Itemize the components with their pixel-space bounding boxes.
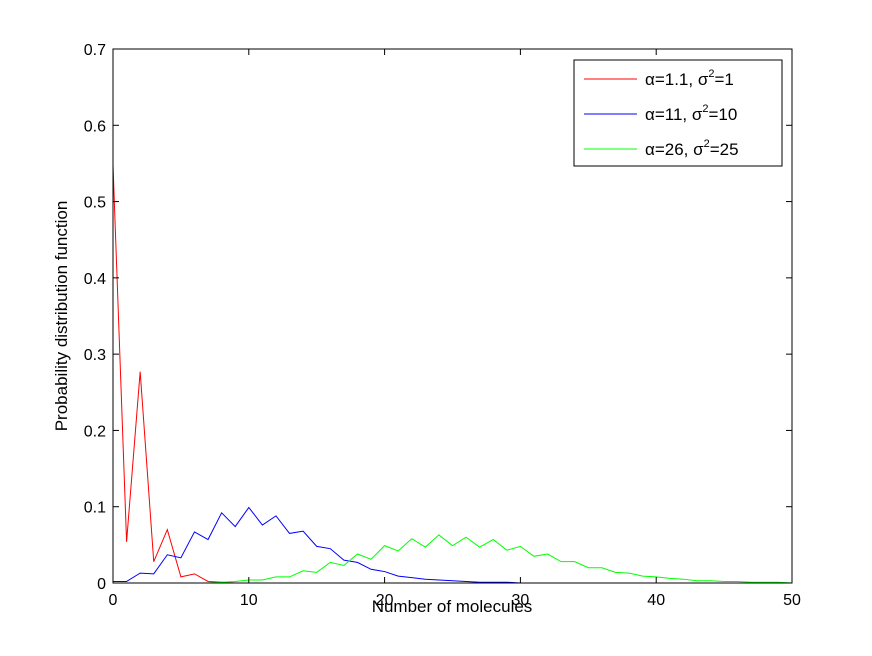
y-tick-label: 0 bbox=[97, 576, 106, 593]
x-tick-label: 20 bbox=[376, 592, 394, 609]
legend-label-3: α=26, σ2=25 bbox=[645, 138, 739, 159]
legend-box bbox=[573, 59, 783, 167]
x-tick-label: 10 bbox=[240, 592, 258, 609]
x-tick-label: 0 bbox=[109, 592, 118, 609]
x-tick-label: 30 bbox=[512, 592, 530, 609]
plot-frame bbox=[112, 48, 793, 584]
y-axis-title: Probability distribution function bbox=[52, 201, 71, 432]
y-tick-label: 0.2 bbox=[84, 423, 106, 440]
legend-label-1: α=1.1, σ2=1 bbox=[645, 68, 734, 89]
series-line-3 bbox=[113, 534, 793, 584]
y-tick-label: 0.3 bbox=[84, 347, 106, 364]
legend-label-2: α=11, σ2=10 bbox=[645, 103, 737, 124]
y-tick-label: 0.6 bbox=[84, 118, 106, 135]
x-tick-label: 40 bbox=[647, 592, 665, 609]
y-tick-label: 0.5 bbox=[84, 195, 106, 212]
x-tick-label: 50 bbox=[783, 592, 801, 609]
ticks-layer: 0 10 20 30 40 50 0 0.1 0.2 0.3 0.4 0.5 0.6 0.7 bbox=[84, 42, 801, 609]
y-tick-label: 0.4 bbox=[84, 271, 106, 288]
x-axis-title: Number of molecules bbox=[372, 597, 533, 616]
legend: α=1.1, σ2=1 α=11, σ2=10 α=26, σ2=25 bbox=[573, 59, 783, 167]
y-tick-label: 0.7 bbox=[84, 42, 106, 59]
y-tick-label: 0.1 bbox=[84, 500, 106, 517]
